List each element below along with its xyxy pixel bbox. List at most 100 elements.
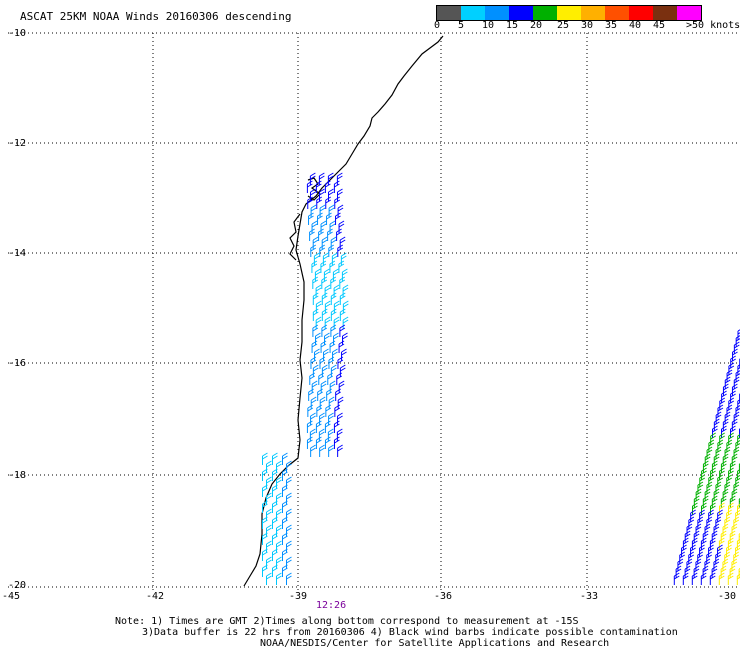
legend-label: >50 knots <box>686 20 740 31</box>
wind-barb <box>326 212 332 225</box>
wind-barb <box>307 196 314 209</box>
wind-barb <box>336 228 342 241</box>
wind-barb <box>333 436 340 449</box>
legend-swatch-2 <box>485 6 509 20</box>
wind-barb <box>336 372 343 385</box>
wind-barb <box>286 556 292 569</box>
wind-barb <box>309 428 316 441</box>
wind-barb <box>700 572 707 585</box>
wind-barb <box>737 364 740 375</box>
wind-barb <box>337 356 344 369</box>
wind-barb <box>327 228 333 241</box>
wind-barb <box>729 565 736 578</box>
wind-barb <box>708 439 715 452</box>
legend-swatch-4 <box>533 6 557 20</box>
wind-barb <box>697 481 704 494</box>
wind-barb <box>332 348 338 361</box>
wind-barb <box>321 276 328 289</box>
wind-barb <box>272 516 278 529</box>
wind-barb <box>735 370 740 382</box>
wind-barb <box>713 523 720 536</box>
wind-barb <box>342 300 349 313</box>
wind-barb <box>262 468 268 481</box>
wind-barb <box>677 558 684 571</box>
wind-barb <box>702 495 709 508</box>
wind-barb <box>334 404 341 417</box>
wind-barb <box>314 348 320 361</box>
wind-barb <box>276 476 282 489</box>
wind-barb <box>724 516 731 529</box>
wind-barb <box>325 404 332 417</box>
wind-barb <box>711 530 718 543</box>
wind-barb <box>321 308 328 321</box>
wind-barb <box>321 324 328 337</box>
lon-label: -42 <box>146 591 165 602</box>
wind-barb <box>315 300 322 313</box>
wind-barb <box>340 252 347 265</box>
wind-barb <box>319 396 326 409</box>
wind-barb <box>706 481 713 494</box>
wind-barb <box>706 551 713 564</box>
wind-barbs <box>262 172 740 585</box>
wind-barb <box>733 481 740 494</box>
wind-barb <box>724 411 731 424</box>
wind-barb <box>684 565 691 578</box>
lon-label: -33 <box>580 591 599 602</box>
wind-barb <box>309 172 316 185</box>
wind-barb <box>328 244 335 257</box>
legend-swatch-0 <box>437 6 461 20</box>
wind-barb <box>702 565 709 578</box>
lon-label: -30 <box>718 591 737 602</box>
wind-barb <box>699 509 705 522</box>
wind-barb <box>317 212 323 225</box>
wind-barb <box>704 523 711 536</box>
wind-barb <box>730 355 736 368</box>
wind-barb <box>330 308 337 321</box>
wind-barb <box>728 502 734 515</box>
wind-barb <box>713 488 720 501</box>
wind-barb <box>266 556 272 569</box>
wind-barb <box>327 372 334 385</box>
wind-barb <box>319 204 326 217</box>
wind-barb <box>688 551 695 564</box>
wind-barb <box>726 404 733 417</box>
wind-barb <box>715 516 722 529</box>
wind-barb <box>731 523 738 536</box>
wind-barb <box>286 572 292 585</box>
wind-barb <box>728 362 735 375</box>
wind-barb <box>339 324 346 337</box>
wind-barb <box>731 383 738 396</box>
wind-barb <box>719 467 725 480</box>
wind-barb <box>272 452 278 465</box>
wind-barb <box>328 204 335 217</box>
pass-time-label: 12:26 <box>316 600 347 611</box>
wind-barb <box>282 500 288 513</box>
wind-speed-color-legend <box>436 5 702 21</box>
wind-barb <box>337 412 343 425</box>
wind-barb <box>711 460 718 473</box>
wind-barb <box>330 324 337 337</box>
wind-barb <box>731 418 738 431</box>
wind-barb <box>328 412 334 425</box>
wind-barb <box>726 509 732 522</box>
wind-barb <box>735 335 740 347</box>
wind-barb <box>706 516 713 529</box>
wind-barb <box>286 460 292 473</box>
wind-barb <box>328 188 334 201</box>
wind-barb <box>713 453 720 466</box>
legend-swatch-6 <box>581 6 605 20</box>
wind-barb <box>328 444 334 457</box>
wind-barb <box>336 428 343 441</box>
wind-barb <box>737 503 740 515</box>
wind-barb <box>690 509 696 522</box>
wind-barb <box>726 544 732 557</box>
wind-barb <box>311 260 318 273</box>
legend-label: 35 <box>605 20 618 31</box>
wind-barb <box>721 390 727 403</box>
wind-barb <box>276 572 282 585</box>
wind-barb <box>310 444 316 457</box>
wind-barb <box>311 380 318 393</box>
legend-swatch-9 <box>653 6 677 20</box>
wind-barb <box>682 537 689 550</box>
wind-barb <box>308 388 314 401</box>
